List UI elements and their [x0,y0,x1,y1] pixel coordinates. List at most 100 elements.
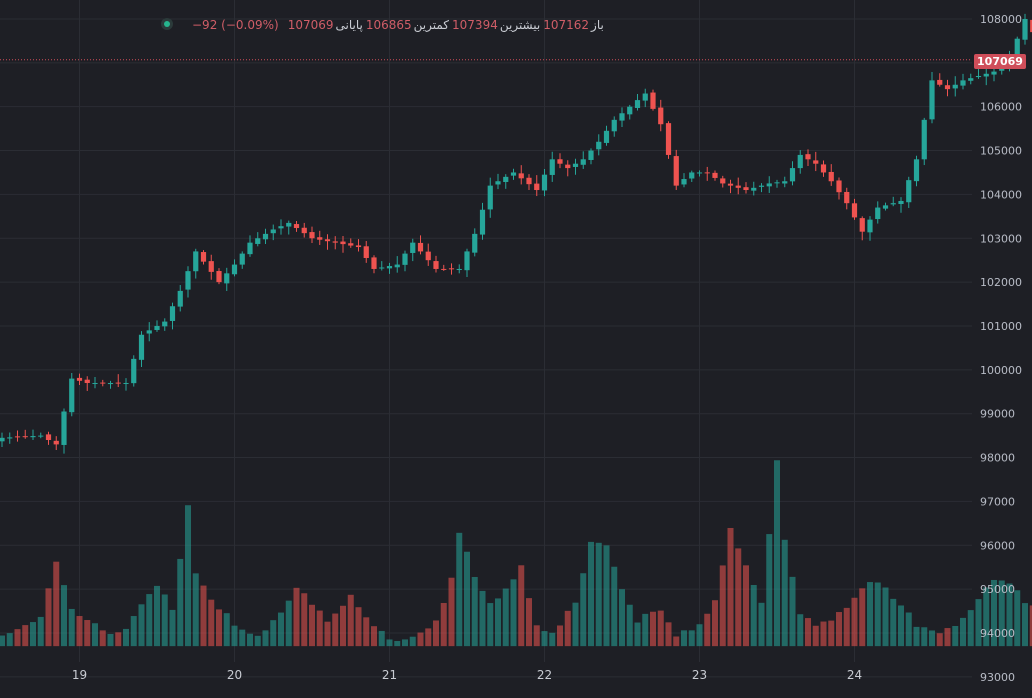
x-tick-label: 23 [692,668,707,682]
y-tick-label: 99000 [980,408,1015,421]
candle-body [100,382,106,384]
volume-bar [130,616,137,647]
candle-body [820,164,827,173]
volume-bar [440,602,447,647]
y-tick-label: 97000 [980,495,1015,508]
candle-body [340,241,346,245]
volume-bar [952,625,959,647]
y-tick-label: 96000 [980,539,1015,552]
candle-body [937,79,943,85]
volume-bar [526,598,532,647]
volume-bar [688,630,695,647]
candle-body [177,290,183,307]
candle-body [417,242,424,252]
candle-body [789,168,796,182]
volume-bar [642,613,649,647]
volume-bar [433,620,439,647]
close-label: پایانی [335,18,363,32]
candle-body [758,185,765,187]
candle-body [131,358,137,384]
volume-bar [22,625,29,647]
x-tick-label: 21 [382,668,397,682]
candle-body [572,163,579,167]
candle-body [464,251,470,271]
volume-bar [285,600,292,647]
candle-body [38,435,44,437]
volume-bar [200,585,207,647]
candle-body [402,253,408,265]
volume-bar [161,594,168,647]
y-tick-label: 100000 [980,364,1022,377]
volume-bar [572,602,579,647]
volume-bar [192,573,199,647]
x-tick-label: 24 [847,668,862,682]
candle-body [619,113,625,121]
high-label: بیشترین [499,18,541,32]
candle-body [1030,19,1032,33]
candle-body [611,119,617,132]
open-value: 107162 [543,18,590,32]
volume-bar [107,633,114,647]
volume-bar [681,630,687,647]
time-axis[interactable]: 19 20 21 22 23 24 [72,668,862,682]
candle-body [836,180,842,193]
volume-bar [704,613,711,647]
candle-body [689,172,695,179]
volume-bar [495,598,501,647]
candle-body [286,222,292,227]
candle-body [751,187,757,191]
candle-body [371,257,377,269]
y-tick-label: 106000 [980,101,1022,114]
candle-body [510,172,517,176]
volume-bar [471,576,478,647]
volume-bar [270,620,277,647]
volume-bar [146,594,153,647]
candle-body [0,437,5,442]
y-tick-label: 108000 [980,13,1022,26]
volume-bar [487,603,494,647]
candle-body [45,434,52,441]
volume-bar [991,579,997,647]
volume-bar [386,639,393,647]
candle-body [534,183,540,191]
candle-body [565,164,571,169]
candle-body [805,154,811,160]
status-dot-icon[interactable] [161,18,173,30]
candle-body [627,106,633,115]
close-value: 107069 [287,18,334,32]
low-value: 106865 [365,18,412,32]
price-axis[interactable]: 1080001070001060001050001040001030001020… [980,13,1022,684]
y-tick-label: 93000 [980,671,1015,684]
candle-body [890,203,896,205]
candle-body [30,436,36,438]
volume-bar [14,629,21,647]
volume-bar [53,561,60,647]
y-tick-label: 101000 [980,320,1022,333]
candle-body [766,183,772,187]
volume-bar [712,600,718,647]
high-value: 107394 [452,18,498,32]
candle-body [239,253,245,265]
volume-bar [905,612,912,647]
volume-bar [293,587,300,647]
x-tick-label: 22 [537,668,552,682]
candle-body [293,224,300,229]
volume-bar [363,617,370,647]
volume-bar [673,636,680,647]
candle-body [317,237,323,240]
volume-bar [998,580,1005,647]
candle-body [394,264,400,268]
volume-bar [262,630,269,647]
candle-body [262,233,269,240]
candle-body [782,181,788,184]
volume-bar [502,588,509,647]
volume-bar [254,635,261,647]
candle-body [913,159,920,182]
last-price-tag: 107069 [974,54,1026,69]
candle-body [906,180,912,203]
volume-bar [115,632,122,647]
candle-body [882,205,889,209]
candle-body [169,306,176,321]
candle-body [727,183,734,186]
